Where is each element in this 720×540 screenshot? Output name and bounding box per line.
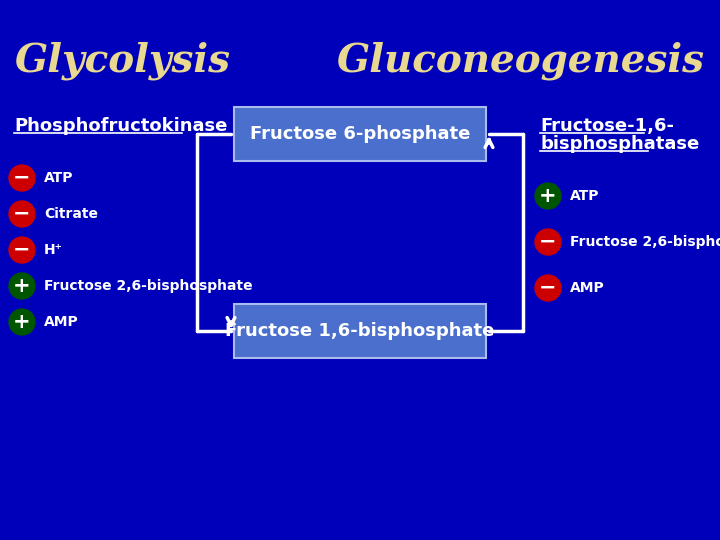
Text: −: −	[13, 240, 31, 260]
Circle shape	[535, 183, 561, 209]
Text: Phosphofructokinase: Phosphofructokinase	[14, 117, 228, 135]
Text: Fructose-1,6-: Fructose-1,6-	[540, 117, 674, 135]
Circle shape	[535, 229, 561, 255]
Text: Fructose 6-phosphate: Fructose 6-phosphate	[250, 125, 470, 143]
Text: −: −	[13, 168, 31, 188]
Text: H⁺: H⁺	[44, 243, 63, 257]
Text: −: −	[539, 278, 557, 298]
Text: −: −	[539, 232, 557, 252]
Text: AMP: AMP	[44, 315, 78, 329]
Text: Citrate: Citrate	[44, 207, 98, 221]
Circle shape	[9, 165, 35, 191]
Text: Glycolysis: Glycolysis	[15, 42, 231, 80]
Text: Fructose 2,6-bisphosphate: Fructose 2,6-bisphosphate	[44, 279, 253, 293]
Circle shape	[535, 275, 561, 301]
FancyBboxPatch shape	[234, 107, 486, 161]
Circle shape	[9, 237, 35, 263]
Text: ATP: ATP	[570, 189, 600, 203]
Text: ATP: ATP	[44, 171, 73, 185]
Text: bisphosphatase: bisphosphatase	[540, 135, 699, 153]
FancyBboxPatch shape	[234, 304, 486, 358]
Text: AMP: AMP	[570, 281, 605, 295]
Text: +: +	[539, 186, 557, 206]
Text: +: +	[13, 276, 31, 296]
Circle shape	[9, 201, 35, 227]
Text: +: +	[13, 312, 31, 332]
Text: Fructose 2,6-bisphosphate: Fructose 2,6-bisphosphate	[570, 235, 720, 249]
Circle shape	[9, 309, 35, 335]
Text: Fructose 1,6-bisphosphate: Fructose 1,6-bisphosphate	[225, 322, 495, 340]
Text: Gluconeogenesis: Gluconeogenesis	[337, 42, 705, 80]
Circle shape	[9, 273, 35, 299]
Text: −: −	[13, 204, 31, 224]
